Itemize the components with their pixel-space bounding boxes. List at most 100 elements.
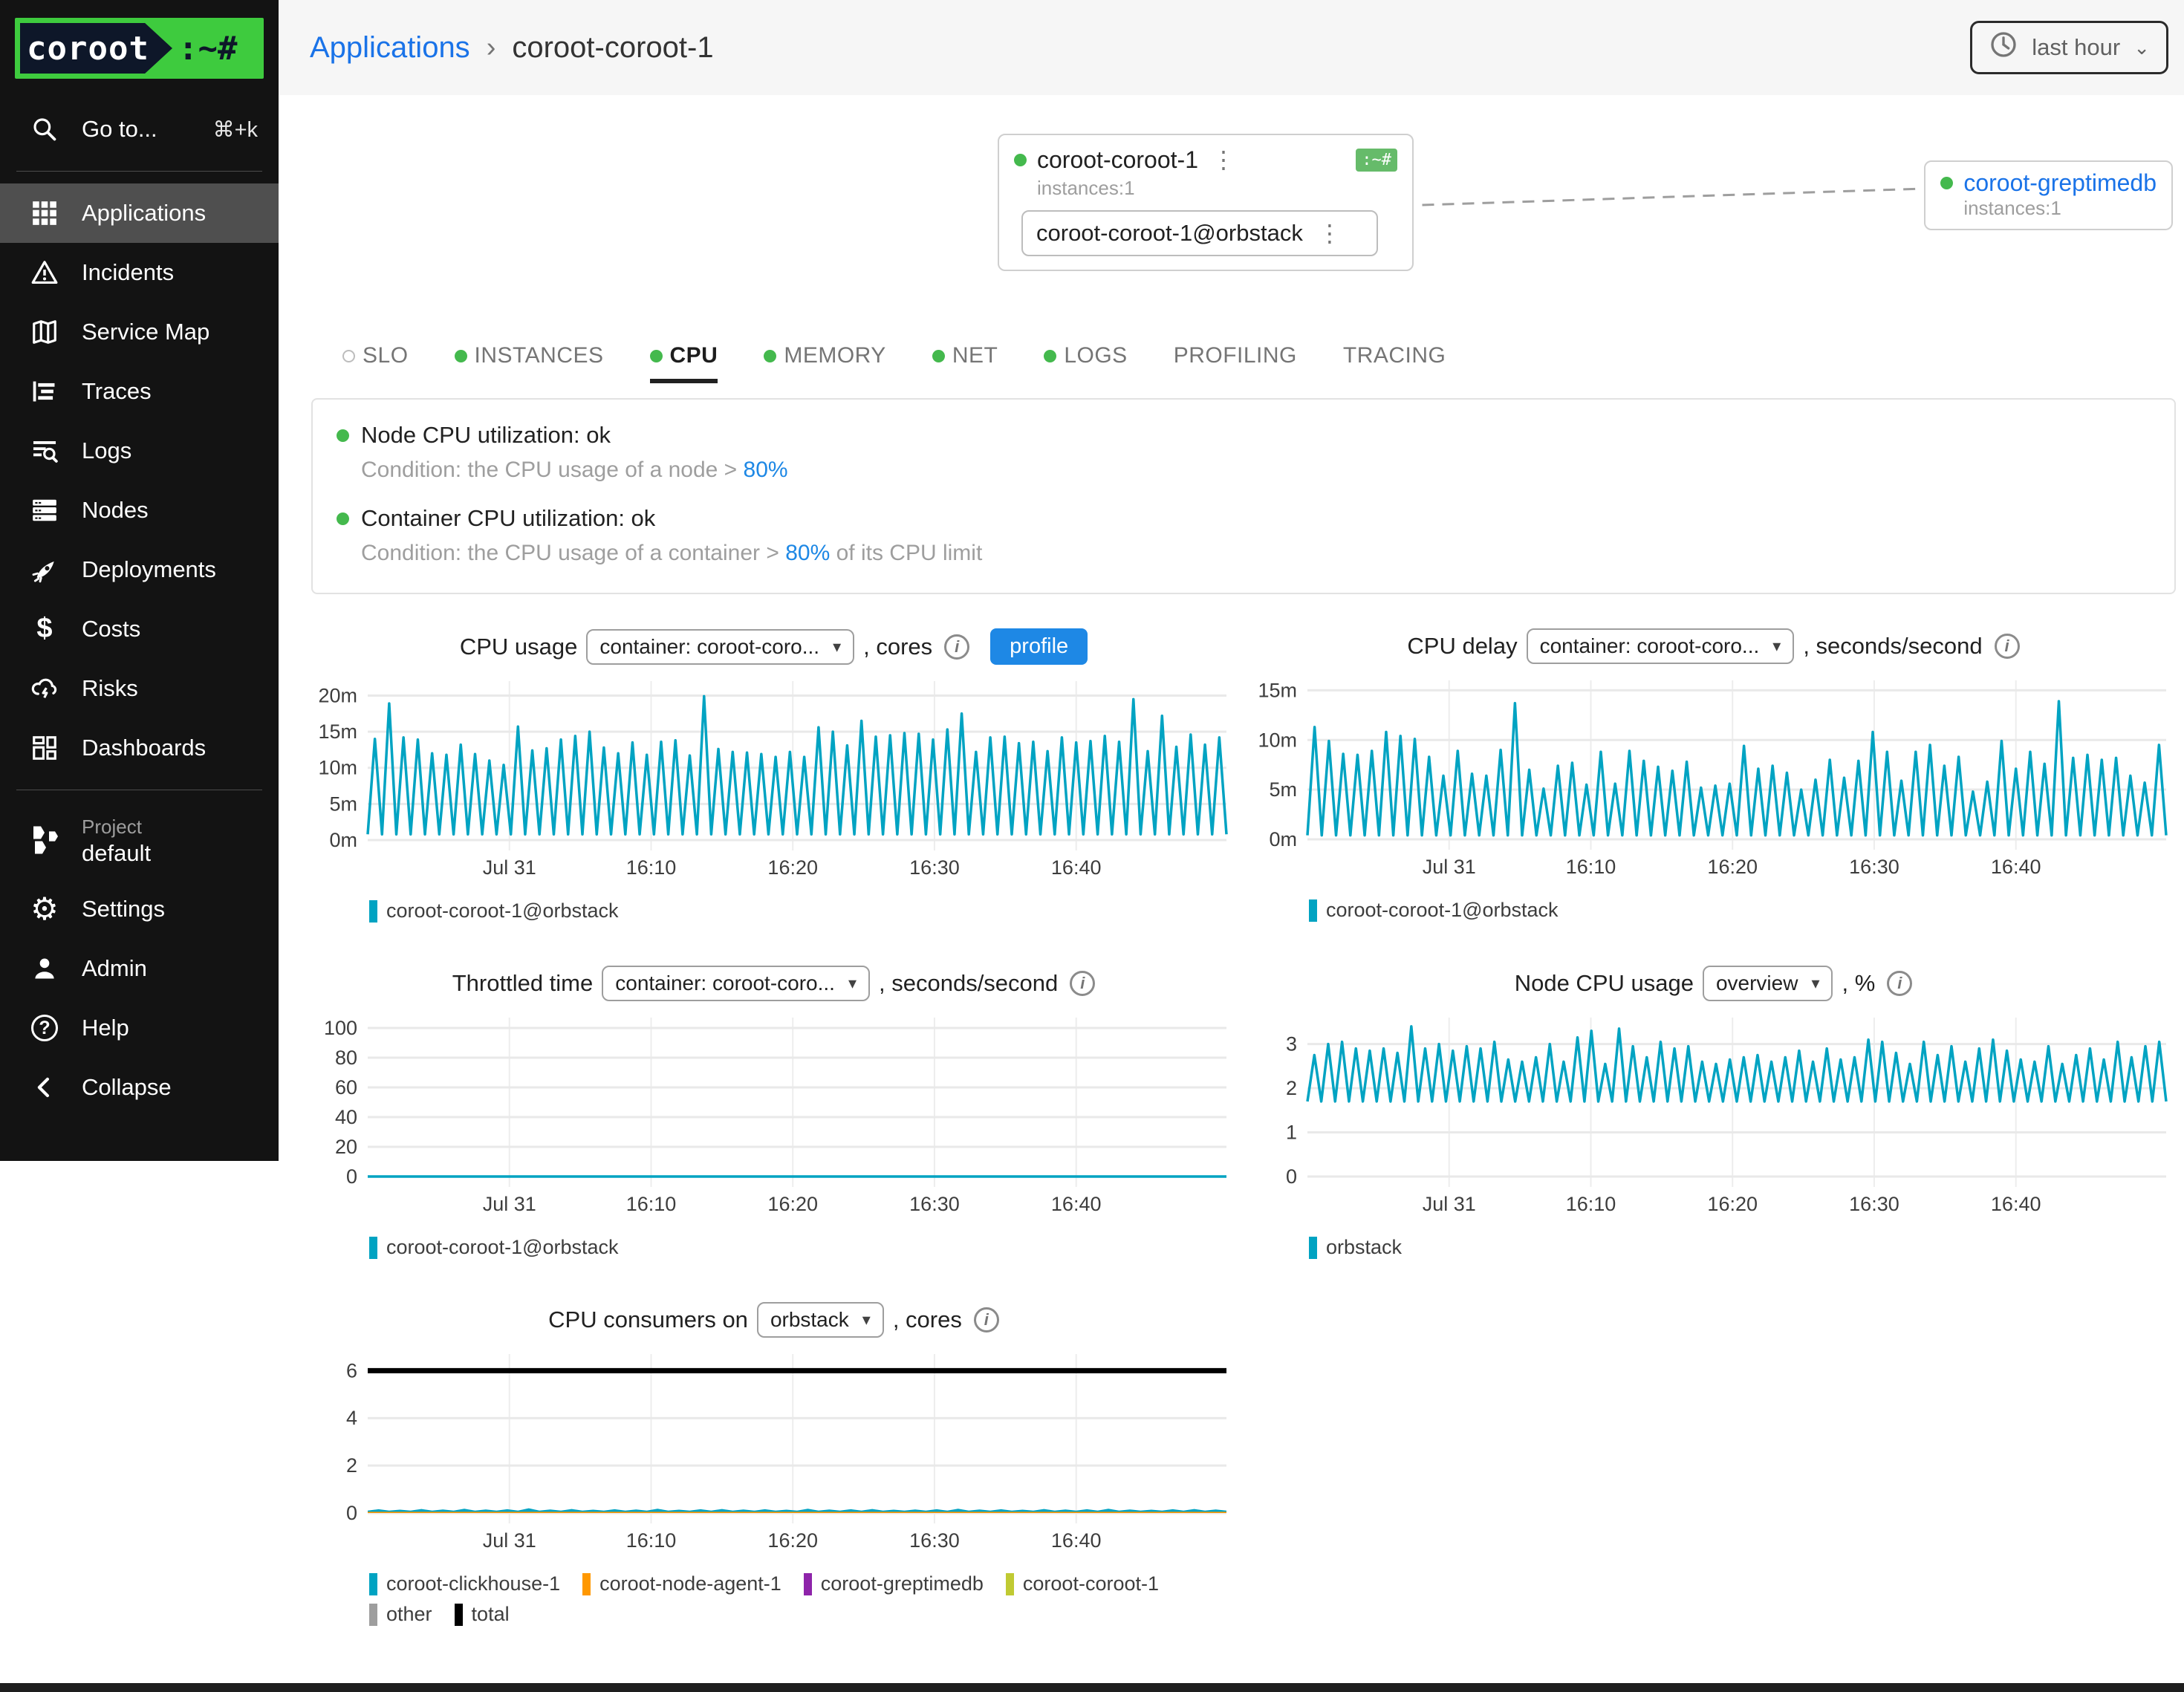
- tab-instances[interactable]: INSTANCES: [455, 343, 604, 383]
- main-content: Applications › coroot-coroot-1 last hour…: [279, 0, 2184, 1692]
- svg-text:1: 1: [1286, 1122, 1297, 1144]
- series-selector[interactable]: orbstack▾: [757, 1302, 884, 1338]
- sidebar-item-nodes[interactable]: Nodes: [0, 481, 279, 540]
- check-threshold[interactable]: 80%: [785, 541, 830, 565]
- chevron-down-icon: ⌄: [2133, 36, 2150, 59]
- svg-text:Jul 31: Jul 31: [483, 1529, 536, 1552]
- instance-name: coroot-coroot-1@orbstack: [1036, 220, 1303, 247]
- sidebar-item-deployments[interactable]: Deployments: [0, 540, 279, 599]
- sidebar-item-logs[interactable]: Logs: [0, 421, 279, 481]
- storm-cloud-icon: [30, 674, 59, 703]
- legend-swatch: [455, 1604, 463, 1626]
- user-icon: [30, 954, 59, 983]
- legend-item: total: [455, 1603, 510, 1626]
- legend-label: total: [472, 1603, 510, 1626]
- series-selector[interactable]: container: coroot-coro...▾: [602, 966, 870, 1001]
- sidebar-item-label: Applications: [82, 200, 258, 227]
- svg-text:16:40: 16:40: [1051, 1193, 1102, 1215]
- sidebar-item-settings[interactable]: ⚙ Settings: [0, 879, 279, 939]
- info-icon[interactable]: i: [944, 634, 969, 660]
- tab-tracing[interactable]: TRACING: [1343, 343, 1446, 383]
- check-threshold[interactable]: 80%: [744, 458, 788, 482]
- caret-down-icon: ▾: [862, 1310, 871, 1330]
- legend-swatch: [369, 1237, 377, 1259]
- sidebar-item-costs[interactable]: $ Costs: [0, 599, 279, 659]
- kebab-menu-icon[interactable]: ⋮: [1209, 146, 1238, 174]
- legend-swatch: [804, 1573, 812, 1595]
- caret-down-icon: ▾: [833, 637, 841, 657]
- info-icon[interactable]: i: [1887, 971, 1912, 996]
- chart-svg: 0123Jul 3116:1016:2016:3016:40: [1251, 1009, 2176, 1231]
- breadcrumb-applications-link[interactable]: Applications: [310, 31, 470, 65]
- svg-text:40: 40: [335, 1106, 357, 1128]
- chart-title: CPU usage: [460, 634, 578, 660]
- status-dot-ok: [337, 513, 349, 525]
- legend-label: other: [386, 1603, 432, 1626]
- sidebar-item-dashboards[interactable]: Dashboards: [0, 718, 279, 778]
- chart-cpu-usage: CPU usage container: coroot-coro...▾ , c…: [311, 628, 1236, 923]
- instances-count: instances:1: [1963, 197, 2157, 220]
- svg-text:2: 2: [1286, 1077, 1297, 1099]
- chevron-left-icon: [30, 1073, 59, 1102]
- legend-swatch: [1006, 1573, 1014, 1595]
- svg-text:5m: 5m: [1269, 778, 1297, 801]
- breadcrumb-current-app: coroot-coroot-1: [512, 31, 713, 65]
- coroot-logo[interactable]: coroot :~#: [15, 18, 264, 79]
- svg-text:15m: 15m: [318, 720, 357, 743]
- sidebar-item-risks[interactable]: Risks: [0, 659, 279, 718]
- sidebar-project-selector[interactable]: Project default: [0, 802, 279, 879]
- sidebar-collapse-button[interactable]: Collapse: [0, 1058, 279, 1117]
- rocket-icon: [30, 555, 59, 585]
- info-icon[interactable]: i: [1070, 971, 1095, 996]
- chart-cpu-delay: CPU delay container: coroot-coro...▾ , s…: [1251, 628, 2176, 923]
- svg-text:100: 100: [324, 1017, 357, 1039]
- svg-text:16:10: 16:10: [626, 1193, 677, 1215]
- chart-unit: , %: [1842, 970, 1875, 997]
- legend-item: coroot-clickhouse-1: [369, 1572, 560, 1595]
- legend-item: orbstack: [1309, 1236, 1402, 1259]
- upstream-app-link[interactable]: coroot-greptimedb: [1963, 169, 2157, 197]
- legend-swatch: [1309, 899, 1317, 922]
- tab-logs[interactable]: LOGS: [1044, 343, 1127, 383]
- sidebar-item-service-map[interactable]: Service Map: [0, 302, 279, 362]
- instance-box[interactable]: coroot-coroot-1@orbstack ⋮: [1021, 210, 1378, 256]
- svg-text:Jul 31: Jul 31: [483, 1193, 536, 1215]
- series-selector[interactable]: container: coroot-coro...▾: [586, 629, 854, 665]
- info-icon[interactable]: i: [974, 1307, 999, 1333]
- sidebar-divider: [16, 171, 262, 172]
- project-name: default: [82, 840, 151, 866]
- sidebar-item-label: Traces: [82, 378, 258, 405]
- tab-net[interactable]: NET: [932, 343, 998, 383]
- sidebar-item-help[interactable]: ? Help: [0, 998, 279, 1058]
- svg-text:6: 6: [346, 1359, 357, 1382]
- legend-swatch: [1309, 1237, 1317, 1259]
- goto-search[interactable]: Go to... ⌘+k: [0, 100, 279, 159]
- status-dot-ok: [337, 429, 349, 442]
- info-icon[interactable]: i: [1995, 634, 2020, 659]
- time-range-picker[interactable]: last hour ⌄: [1970, 21, 2168, 74]
- sidebar-item-label: Logs: [82, 437, 258, 464]
- sidebar-item-admin[interactable]: Admin: [0, 939, 279, 998]
- coroot-badge: :~#: [1356, 149, 1397, 172]
- sidebar-item-label: Service Map: [82, 319, 258, 345]
- app-card-coroot-greptimedb: coroot-greptimedb instances:1: [1924, 160, 2173, 230]
- chart-legend: coroot-coroot-1@orbstack: [369, 1236, 1201, 1259]
- sidebar-item-incidents[interactable]: Incidents: [0, 243, 279, 302]
- map-icon: [30, 317, 59, 347]
- tab-slo[interactable]: SLO: [342, 343, 409, 383]
- check-container-cpu: Container CPU utilization: ok Condition:…: [337, 505, 2151, 566]
- profile-button[interactable]: profile: [990, 628, 1088, 665]
- kebab-menu-icon[interactable]: ⋮: [1315, 219, 1345, 247]
- tab-cpu[interactable]: CPU: [650, 343, 718, 383]
- tab-memory[interactable]: MEMORY: [764, 343, 885, 383]
- tab-profiling[interactable]: PROFILING: [1174, 343, 1297, 383]
- series-selector[interactable]: overview▾: [1703, 966, 1833, 1001]
- check-condition: Condition: the CPU usage of a container …: [361, 541, 779, 565]
- sidebar-item-applications[interactable]: Applications: [0, 183, 279, 243]
- svg-text:16:30: 16:30: [1849, 856, 1899, 878]
- legend-label: orbstack: [1326, 1236, 1402, 1259]
- dashboards-icon: [30, 733, 59, 763]
- sidebar-item-traces[interactable]: Traces: [0, 362, 279, 421]
- series-selector[interactable]: container: coroot-coro...▾: [1527, 628, 1795, 664]
- chart-title: Node CPU usage: [1515, 970, 1694, 997]
